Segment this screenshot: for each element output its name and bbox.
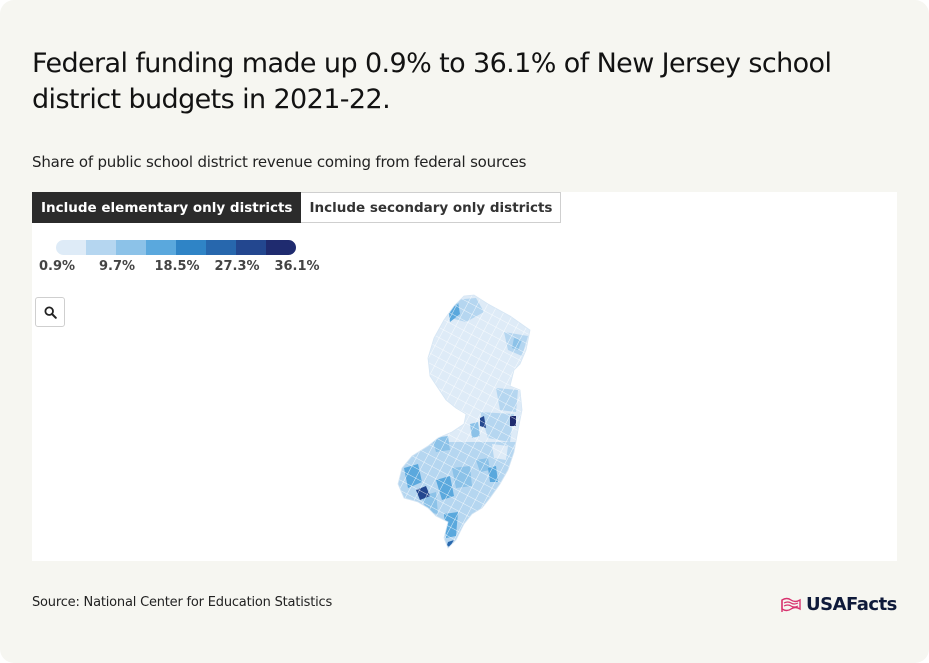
- legend-swatch: [266, 240, 296, 255]
- zoom-search-button[interactable]: [35, 297, 65, 327]
- legend-label: 18.5%: [154, 259, 200, 274]
- legend-swatch: [116, 240, 146, 255]
- legend-label: 9.7%: [98, 259, 136, 274]
- district-shapes: [398, 295, 530, 548]
- tab-elementary-only[interactable]: Include elementary only districts: [32, 192, 302, 223]
- legend-swatch: [146, 240, 176, 255]
- usafacts-logo[interactable]: USAFacts: [780, 594, 897, 615]
- logo-text: USAFacts: [806, 594, 897, 615]
- legend-swatch: [176, 240, 206, 255]
- legend-label: 27.3%: [214, 259, 260, 274]
- map-panel: Include elementary only districts Includ…: [32, 192, 897, 561]
- state-outline: [397, 294, 531, 549]
- tab-secondary-only[interactable]: Include secondary only districts: [301, 192, 562, 223]
- legend-swatch: [236, 240, 266, 255]
- legend-label-max: 36.1%: [274, 259, 320, 274]
- legend-label-min: 0.9%: [38, 259, 76, 274]
- page-title: Federal funding made up 0.9% to 36.1% of…: [32, 48, 832, 115]
- legend-color-scale: [56, 240, 296, 255]
- district-filter-tabs: Include elementary only districts Includ…: [32, 192, 562, 223]
- legend-swatch: [56, 240, 86, 255]
- legend-swatch: [206, 240, 236, 255]
- source-note: Source: National Center for Education St…: [32, 595, 333, 610]
- legend-swatch: [86, 240, 116, 255]
- new-jersey-district-map[interactable]: [392, 292, 572, 552]
- usa-flag-icon: [781, 597, 801, 612]
- chart-subtitle: Share of public school district revenue …: [32, 153, 527, 171]
- search-icon: [43, 305, 57, 319]
- color-legend: 0.9% 9.7% 18.5% 27.3% 36.1%: [32, 240, 332, 280]
